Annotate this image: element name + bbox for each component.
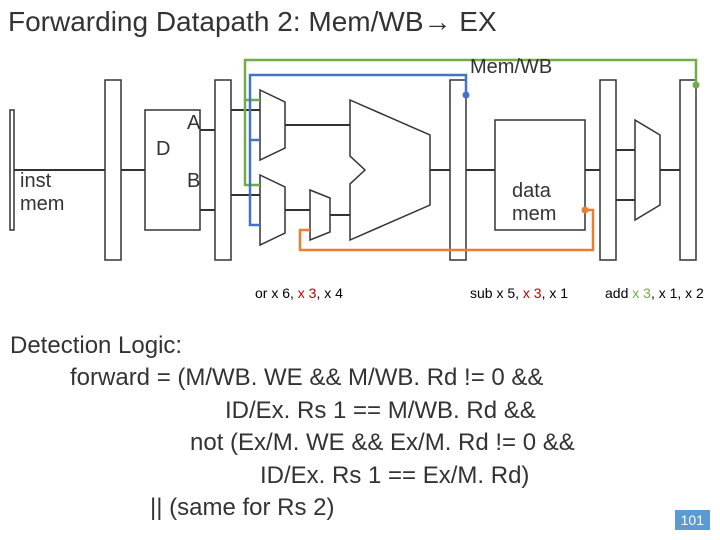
detection-logic: Detection Logic: forward = (M/WB. WE && … [10,330,575,524]
datamem-label: data mem [512,180,556,226]
instmem-label: inst mem [20,170,64,216]
label-D: D [156,138,170,161]
datapath-diagram [0,50,720,300]
page-title: Forwarding Datapath 2: Mem/WB→ EX [8,6,497,38]
inst-add: add x 3, x 1, x 2 [605,285,704,301]
inst-or: or x 6, x 3, x 4 [255,285,343,301]
label-A: A [187,112,200,135]
inst-sub: sub x 5, x 3, x 1 [470,285,568,301]
memwb-label: Mem/WB [470,56,552,79]
label-B: B [187,170,200,193]
page-number: 101 [675,510,710,530]
